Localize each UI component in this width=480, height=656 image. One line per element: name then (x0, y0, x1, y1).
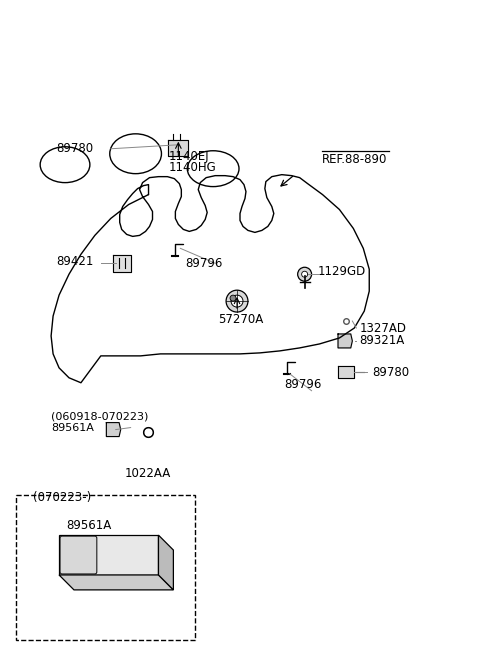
Text: 1129GD: 1129GD (318, 265, 366, 277)
Text: REF.88-890: REF.88-890 (322, 154, 387, 166)
Polygon shape (168, 140, 188, 155)
Text: 89780: 89780 (372, 366, 409, 379)
Polygon shape (59, 575, 173, 590)
Text: 89780: 89780 (56, 142, 93, 155)
Polygon shape (338, 366, 354, 378)
Circle shape (231, 295, 243, 307)
Circle shape (298, 267, 312, 281)
Text: (070223-): (070223-) (33, 491, 92, 504)
Text: (060918-070223): (060918-070223) (51, 411, 148, 422)
Text: 1327AD: 1327AD (360, 321, 406, 335)
Text: 89421: 89421 (56, 255, 94, 268)
Text: 57270A: 57270A (218, 313, 264, 326)
Polygon shape (338, 334, 352, 348)
Circle shape (230, 295, 236, 301)
Polygon shape (158, 535, 173, 590)
Bar (16, 495, 195, 640)
FancyBboxPatch shape (60, 536, 97, 574)
Polygon shape (59, 535, 158, 575)
Text: 89796: 89796 (285, 378, 322, 391)
Text: 89561A: 89561A (51, 422, 94, 432)
Text: 89321A: 89321A (360, 335, 405, 348)
Circle shape (226, 290, 248, 312)
Text: 1022AA: 1022AA (124, 468, 171, 480)
Text: 1140HG: 1140HG (168, 161, 216, 174)
Polygon shape (107, 422, 120, 436)
Polygon shape (113, 255, 131, 272)
Text: 89561A: 89561A (66, 519, 111, 532)
Text: 1140EJ: 1140EJ (168, 150, 209, 163)
Text: 89796: 89796 (185, 256, 223, 270)
Circle shape (301, 271, 308, 277)
